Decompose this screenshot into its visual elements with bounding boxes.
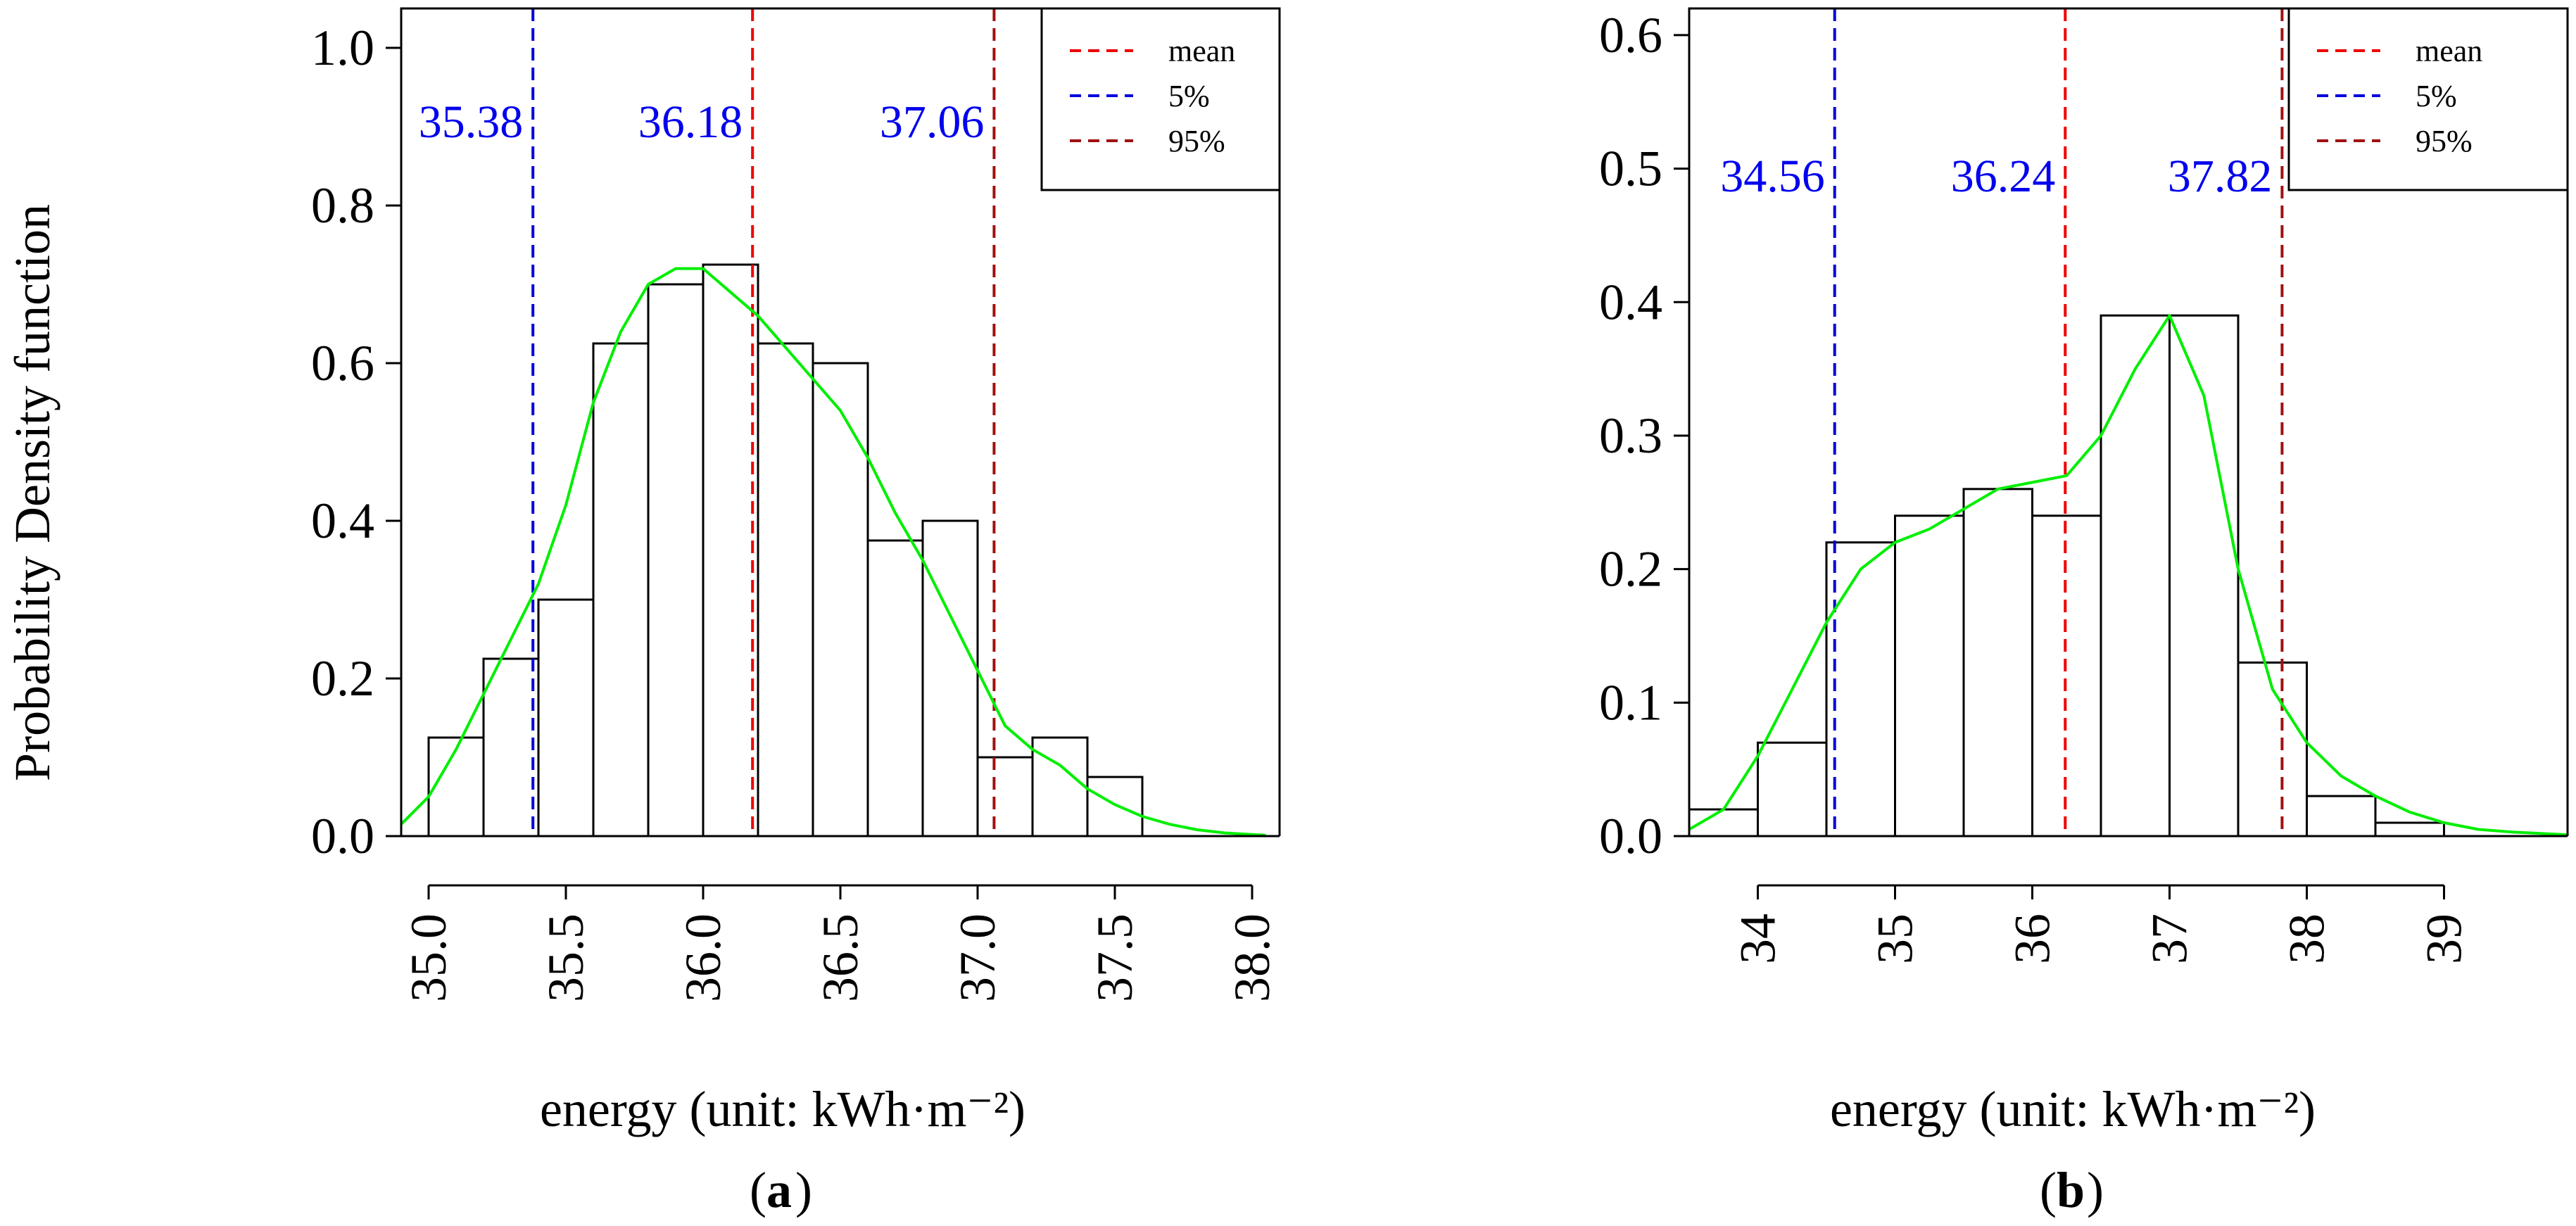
panel-a-legend-label-0: mean	[1168, 34, 1235, 68]
panel-b-bar-1	[1757, 741, 1828, 838]
panel-a-reference-lines	[531, 8, 996, 836]
panel-a-bar-6	[757, 342, 814, 838]
panel-a-density-curve-group	[400, 267, 1266, 837]
panel-a-legend-box	[1040, 7, 1281, 191]
panel-a-bar-0	[427, 736, 485, 838]
panel-a-x-axis-title: energy (unit: kWh·m⁻²)	[540, 1081, 1025, 1137]
panel-a-bar-1	[482, 657, 540, 838]
panel-b-x-tick-label-4: 38	[2279, 914, 2335, 964]
panel-a-bar-12	[1086, 776, 1144, 838]
panel-a-chart: 35.38 36.18 37.06 0.0 0.2 0.4 0.6 0.8 1.0 35.0 35…	[311, 7, 1281, 1218]
panel-b-label: b	[2057, 1162, 2085, 1218]
panel-b-legend: mean 5% 95%	[2287, 7, 2569, 191]
panel-a-bar-5	[702, 263, 759, 838]
panel-b-open-paren: (	[2040, 1162, 2057, 1218]
panel-a-x-tick-label-5: 37.5	[1087, 914, 1143, 1002]
panel-b-y-tick-label-1: 0.1	[1599, 674, 1662, 731]
panel-b-y-tick-label-0: 0.0	[1599, 808, 1662, 864]
panel-b-x-axis-title: energy (unit: kWh·m⁻²)	[1830, 1081, 2316, 1137]
panel-b-close-paren: )	[2087, 1162, 2104, 1218]
panel-a-bar-8	[866, 539, 924, 838]
panel-a-bar-7	[812, 362, 869, 838]
panel-a-x-tick-label-2: 36.0	[675, 914, 731, 1002]
panel-a-x-tick-label-0: 35.0	[400, 914, 457, 1002]
panel-a-legend-label-2: 95%	[1168, 124, 1225, 158]
panel-b-x-tick-label-5: 39	[2416, 914, 2473, 964]
panel-b-stat-label-p95: 37.82	[2168, 151, 2273, 202]
panel-b-bar-10	[2374, 821, 2445, 838]
panel-a-stat-label-mean: 36.18	[638, 96, 743, 148]
panel-a-y-tick-label-1: 0.2	[311, 650, 374, 707]
panel-b-stat-label-p5: 34.56	[1720, 151, 1825, 202]
panel-a-axes: 0.0 0.2 0.4 0.6 0.8 1.0 35.0 35.5 36.0 36.5 37.0 37…	[311, 7, 1281, 1002]
panel-b-bar-9	[2306, 795, 2377, 838]
panel-a-y-tick-label-4: 0.8	[311, 177, 374, 234]
panel-a-stat-label-p5: 35.38	[419, 96, 524, 148]
panel-b-y-tick-label-4: 0.4	[1599, 274, 1662, 330]
panel-a-open-paren: (	[750, 1162, 766, 1218]
panel-b-density-curve	[1688, 314, 2568, 837]
panel-a-close-paren: )	[795, 1162, 812, 1218]
panel-a-density-curve	[400, 267, 1266, 837]
panel-a-histogram	[427, 263, 1144, 838]
panel-b-plot-frame	[1688, 7, 2569, 836]
y-axis-title: Probability Density function	[4, 204, 61, 781]
panel-b-legend-label-1: 5%	[2416, 79, 2457, 113]
panel-b-x-tick-label-1: 35	[1867, 914, 1924, 964]
panel-b-reference-lines	[1833, 8, 2284, 836]
panel-a-plot-frame	[400, 7, 1281, 836]
panel-a-y-tick-label-3: 0.6	[311, 335, 374, 391]
panel-b-x-tick-label-0: 34	[1730, 914, 1786, 964]
panel-b-bar-4	[1962, 488, 2033, 838]
panel-a-x-tick-label-3: 36.5	[812, 914, 869, 1002]
panel-b-bar-6	[2100, 314, 2171, 838]
panel-a-bar-2	[537, 598, 595, 838]
panel-a-y-tick-label-5: 1.0	[311, 20, 374, 76]
panel-a-bar-10	[976, 756, 1034, 838]
panel-b-legend-box	[2287, 7, 2569, 191]
panel-a-stat-label-p95: 37.06	[880, 96, 985, 148]
panel-a-label: a	[766, 1162, 792, 1218]
panel-b-chart: 34.56 36.24 37.82 0.0 0.1 0.2 0.3 0.4 0.5 0.6 34 3…	[1599, 7, 2569, 1218]
panel-a-y-tick-label-0: 0.0	[311, 808, 374, 864]
panel-b-legend-label-0: mean	[2416, 34, 2482, 68]
panel-b-y-tick-label-6: 0.6	[1599, 7, 1662, 63]
panel-b-y-tick-label-2: 0.2	[1599, 541, 1662, 598]
panel-a-x-tick-label-4: 37.0	[949, 914, 1006, 1002]
panel-b-x-tick-label-2: 36	[2004, 914, 2061, 964]
panel-b-density-curve-group	[1688, 314, 2568, 837]
panel-a-bar-11	[1031, 736, 1089, 838]
panel-b-y-tick-label-3: 0.3	[1599, 407, 1662, 464]
panel-b-axes: 0.0 0.1 0.2 0.3 0.4 0.5 0.6 34 35 36 37 38 39	[1599, 7, 2569, 964]
panel-b-x-tick-label-3: 37	[2142, 914, 2198, 964]
panel-a-legend: mean 5% 95%	[1040, 7, 1281, 191]
panel-b-stat-labels: 34.56 36.24 37.82	[1720, 151, 2272, 202]
panel-a-x-tick-label-1: 35.5	[538, 914, 594, 1002]
panel-b-y-tick-label-5: 0.5	[1599, 141, 1662, 197]
panel-a-y-tick-label-2: 0.4	[311, 493, 374, 549]
panel-a-x-tick-label-6: 38.0	[1224, 914, 1280, 1002]
panel-a-bar-3	[592, 342, 650, 838]
panel-b-legend-label-2: 95%	[2416, 124, 2473, 158]
panel-a-bar-4	[647, 283, 705, 838]
panel-a-bar-9	[921, 519, 979, 838]
panel-b-stat-label-mean: 36.24	[1951, 151, 2056, 202]
panel-b-bar-2	[1825, 541, 1896, 838]
panel-b-bar-3	[1894, 514, 1965, 838]
panel-a-stat-labels: 35.38 36.18 37.06	[419, 96, 985, 148]
panel-a-legend-label-1: 5%	[1168, 79, 1210, 113]
